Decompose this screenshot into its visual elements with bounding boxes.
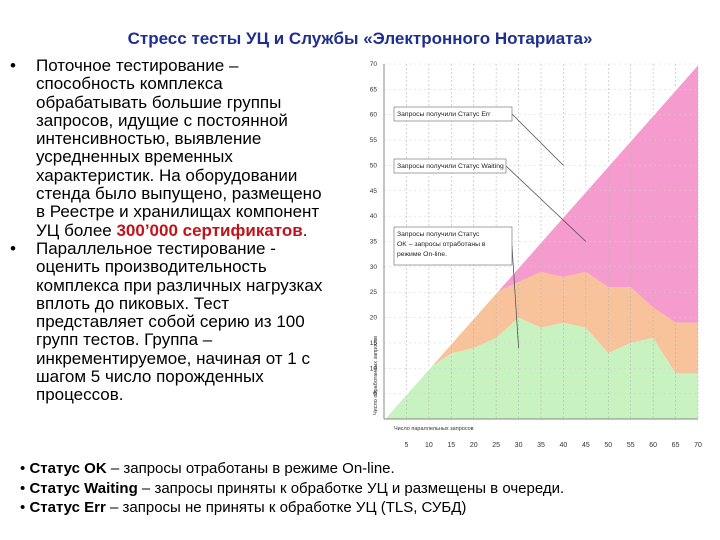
annotation-leader-line [511, 245, 519, 349]
bullet-parallel-testing: • Параллельное тестирование - оценить пр… [8, 238, 373, 405]
x-tick-label: 60 [649, 442, 657, 449]
annotation-label: OK – запросы отработаны в [397, 240, 486, 248]
y-tick-label: 25 [370, 289, 378, 296]
y-tick-label: 10 [370, 365, 378, 372]
x-tick-label: 20 [470, 442, 478, 449]
y-tick-label: 65 [370, 86, 378, 93]
bullet-text: Параллельное тестирование - оценить прои… [36, 238, 373, 405]
y-tick-label: 70 [370, 61, 378, 68]
y-tick-label: 15 [370, 340, 378, 347]
status-desc: – запросы приняты к обработке УЦ и разме… [137, 479, 565, 497]
x-tick-label: 25 [492, 442, 500, 449]
stress-test-chart: 5 10 15 20 25 30 35 40 45 50 55 60 65 70 5 10 15 20 25 30 35… [370, 61, 702, 449]
status-legend: • Статус OK – запросы отработаны в режим… [20, 459, 720, 518]
y-tick-label: 60 [370, 112, 378, 119]
page-title: Стресс тесты УЦ и Службы «Электронного Н… [127, 29, 593, 48]
x-tick-label: 30 [515, 442, 523, 449]
bullet-text-main: Поточное тестирование – способность комп… [36, 56, 322, 240]
annotation-box [393, 106, 513, 122]
x-tick-label: 70 [694, 442, 702, 449]
status-desc: – запросы отработаны в режиме On-line. [106, 460, 395, 477]
status-line-err: • Статус Err – запросы не приняты к обра… [20, 499, 467, 516]
y-tick-label: 45 [370, 188, 378, 195]
x-tick-label: 15 [447, 442, 455, 449]
bullet-marker: • [10, 56, 16, 75]
bullet-stream-testing: • Поточное тестирование – способность ко… [8, 56, 373, 240]
x-tick-label: 10 [425, 442, 433, 449]
annotation-box [393, 158, 507, 174]
annotation-leader-line [511, 113, 564, 166]
status-desc: – запросы не приняты к обработке УЦ (TLS… [105, 499, 467, 516]
x-tick-label: 35 [537, 442, 545, 449]
bullet-highlight: 300’000 сертификатов [116, 220, 303, 240]
x-axis-label: Число параллельных запросов [394, 426, 474, 432]
bullet-text: Поточное тестирование – способность комп… [36, 56, 373, 240]
y-tick-label: 30 [370, 264, 378, 271]
annotation-label: Запросы получили Статус [397, 231, 480, 238]
y-tick-label: 55 [370, 137, 378, 144]
bullet-text-main: Параллельное тестирование - оценить прои… [36, 238, 323, 405]
x-tick-label: 55 [627, 442, 635, 449]
x-tick-label: 5 [404, 442, 408, 449]
area-series-waiting [384, 271, 698, 419]
annotation-label: Запросы получили Статус Err [397, 111, 491, 118]
annotation-label: Запросы получили Статус Waiting [397, 163, 504, 170]
status-term: Статус Waiting [29, 479, 138, 497]
total-requests-line [383, 63, 699, 420]
x-tick-label: 65 [672, 442, 680, 449]
y-axis-label: Число обработанных запросов [373, 336, 379, 415]
bullet-text-end: . [302, 220, 308, 240]
x-tick-label: 50 [604, 442, 612, 449]
status-line-waiting: • Статус Waiting – запросы приняты к обр… [20, 479, 565, 497]
status-term: Статус OK [29, 460, 107, 477]
annotation-leader-line [505, 165, 587, 242]
y-tick-label: 40 [370, 213, 378, 220]
y-tick-label: 20 [370, 315, 378, 322]
x-tick-label: 40 [560, 442, 568, 449]
y-tick-label: 5 [373, 391, 377, 398]
annotation-label: режиме On-line. [397, 251, 447, 258]
status-term: Статус Err [29, 499, 106, 516]
y-tick-label: 35 [370, 239, 378, 246]
annotation-box [393, 226, 513, 266]
y-tick-label: 50 [370, 162, 378, 169]
x-tick-label: 45 [582, 442, 590, 449]
bullet-marker: • [10, 238, 16, 258]
bullet-list: • Поточное тестирование – способность ко… [8, 56, 373, 405]
status-line-ok: • Статус OK – запросы отработаны в режим… [20, 460, 395, 477]
